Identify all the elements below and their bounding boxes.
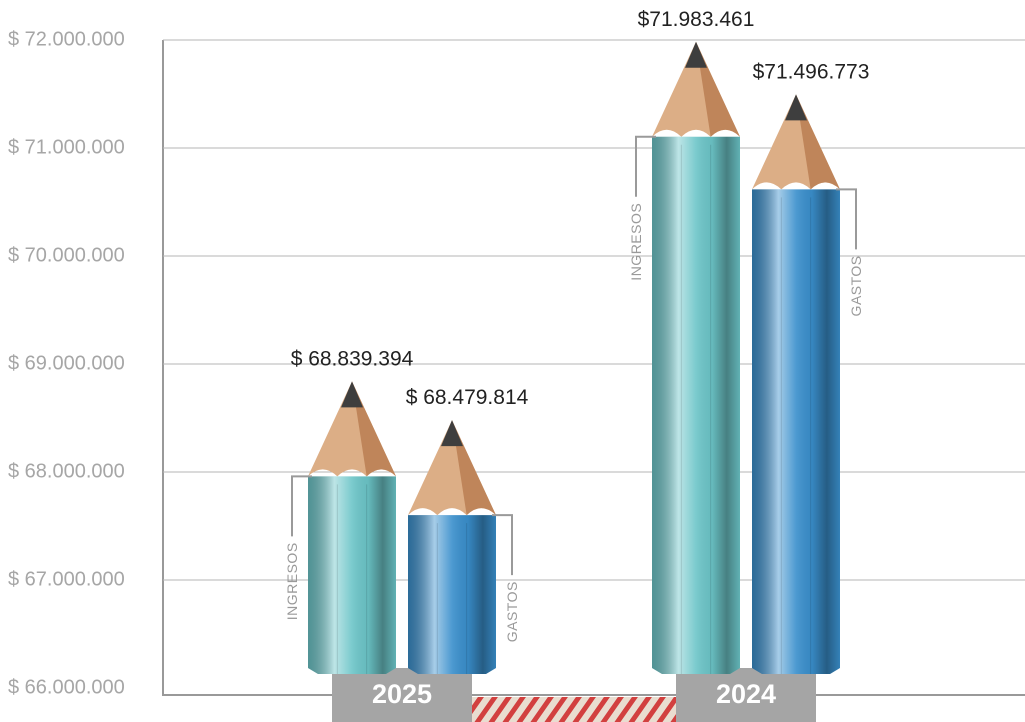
year-box — [676, 668, 816, 722]
y-tick-label: $ 72.000.000 — [8, 28, 125, 50]
series-label: GASTOS — [848, 255, 864, 316]
series-label: INGRESOS — [628, 203, 644, 281]
y-tick-label: $ 71.000.000 — [8, 136, 125, 158]
pencil-wood-shadow — [696, 41, 740, 137]
series-bracket — [635, 135, 656, 197]
pencil-lead — [685, 41, 707, 68]
pencil-lead — [441, 420, 463, 447]
series-bracket — [492, 514, 513, 576]
pencil-shade — [408, 515, 496, 674]
pencil-shade — [308, 476, 396, 674]
pencil — [408, 420, 496, 674]
y-tick-label: $ 67.000.000 — [8, 568, 125, 590]
x-tick-label: 2024 — [716, 679, 776, 709]
year-box — [332, 668, 472, 722]
pencil — [308, 381, 396, 674]
x-tick-label: 2025 — [372, 679, 432, 709]
pencil-wood-shadow — [352, 381, 396, 477]
y-tick-label: $ 66.000.000 — [8, 676, 125, 698]
pencil-lead — [341, 381, 363, 408]
pencil-wood-shadow — [452, 420, 496, 516]
pencil-shade — [752, 189, 840, 674]
pencil — [652, 41, 740, 675]
y-tick-label: $ 68.000.000 — [8, 460, 125, 482]
value-label: $71.983.461 — [638, 8, 755, 31]
value-label: $ 68.839.394 — [291, 347, 414, 370]
series-bracket — [291, 475, 312, 537]
y-tick-label: $ 69.000.000 — [8, 352, 125, 374]
value-label: $ 68.479.814 — [406, 386, 529, 409]
rope-decoration — [470, 697, 682, 722]
series-label: GASTOS — [504, 581, 520, 642]
pencil — [752, 94, 840, 674]
value-label: $71.496.773 — [753, 60, 870, 83]
pencil-lead — [785, 94, 807, 121]
pencil-shade — [652, 136, 740, 675]
series-label: INGRESOS — [284, 542, 300, 620]
y-tick-label: $ 70.000.000 — [8, 244, 125, 266]
series-bracket — [836, 188, 857, 250]
pencil-wood-shadow — [796, 94, 840, 190]
